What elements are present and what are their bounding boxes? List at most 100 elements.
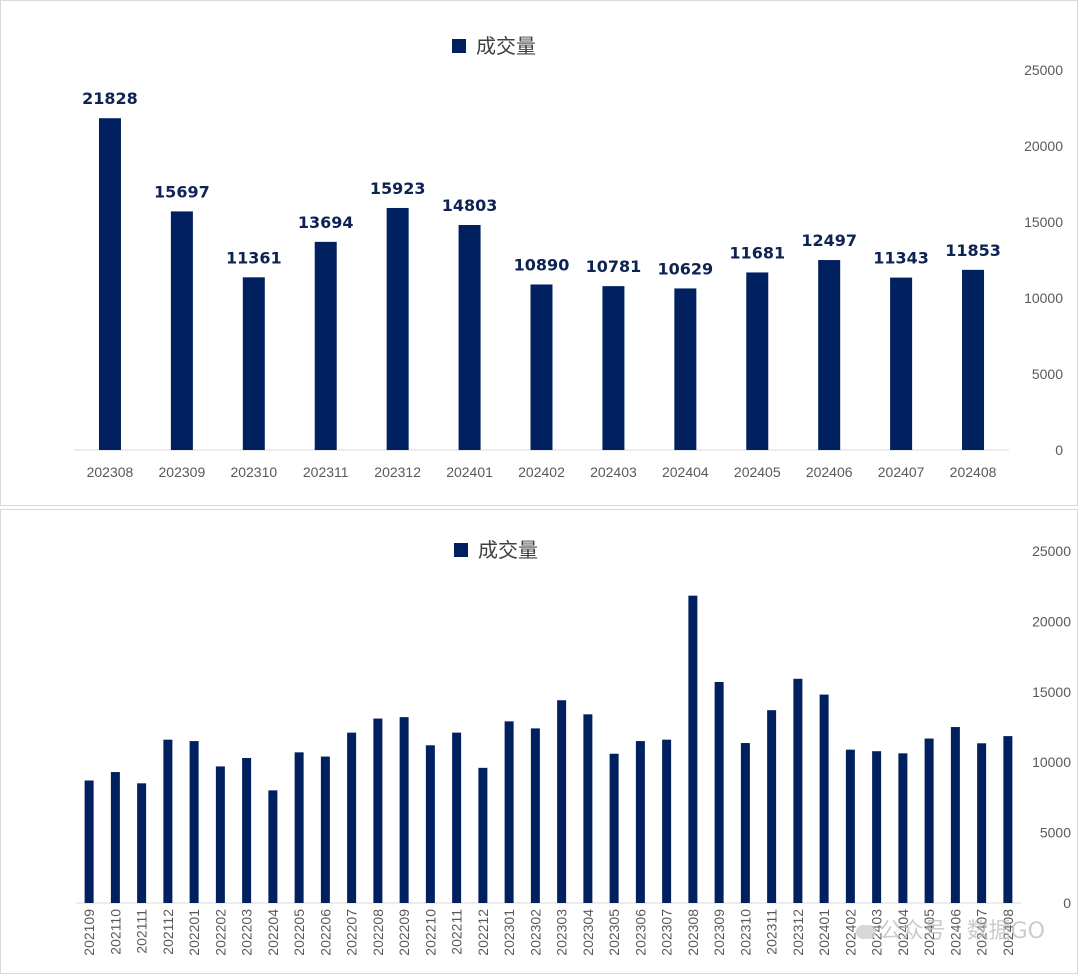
bar-202310 (740, 743, 750, 903)
x-tick-label: 202408 (1000, 909, 1016, 956)
bar-202406 (950, 727, 960, 903)
data-label-202401: 14803 (442, 196, 498, 215)
data-label-202308: 21828 (82, 89, 138, 108)
bar-202405 (924, 738, 934, 903)
legend-label: 成交量 (478, 538, 538, 562)
x-tick-label: 202406 (806, 464, 853, 480)
bar-202303 (557, 700, 567, 903)
data-label-202404: 10629 (658, 259, 714, 278)
data-label-202312: 15923 (370, 179, 426, 198)
y-tick-label: 20000 (1032, 613, 1071, 629)
bar-202402 (530, 284, 553, 450)
bar-202109 (84, 780, 94, 903)
bar-chart-recent: 成交量 25000 20000 15000 10000 5000 0 21828 202308 1… (74, 34, 1063, 480)
bar-202307 (662, 739, 672, 903)
x-tick-label: 202208 (370, 909, 386, 956)
bar-202308 (98, 118, 121, 450)
x-tick-label: 202201 (186, 909, 202, 956)
bar-202212 (478, 767, 488, 903)
x-tick-label: 202310 (230, 464, 277, 480)
y-tick-label: 0 (1063, 895, 1071, 911)
y-tick-label: 10000 (1032, 754, 1071, 770)
bar-202211 (452, 732, 462, 903)
bar-202111 (137, 783, 147, 903)
x-tick-label: 202301 (501, 909, 517, 956)
bar-202405 (746, 272, 769, 450)
bar-202404 (898, 753, 908, 903)
y-tick-label: 15000 (1032, 684, 1071, 700)
bar-202204 (268, 790, 278, 903)
x-tick-label: 202309 (711, 909, 727, 956)
x-tick-label: 202312 (374, 464, 421, 480)
legend-swatch (454, 543, 468, 557)
bar-202312 (793, 678, 803, 903)
y-tick-label: 20000 (1024, 138, 1063, 154)
x-tick-label: 202212 (475, 909, 491, 956)
x-tick-label: 202408 (950, 464, 997, 480)
x-tick-label: 202405 (734, 464, 781, 480)
chart-panel-history: 成交量 25000 20000 15000 10000 5000 0 202109 202110… (0, 509, 1078, 974)
bar-202406 (818, 260, 841, 450)
watermark-text: 公众号 · 数据GO (879, 919, 1045, 944)
x-tick-label: 202110 (107, 909, 123, 955)
bar-202312 (386, 207, 409, 450)
x-tick-label: 202310 (737, 909, 753, 956)
data-label-202403: 10781 (586, 257, 642, 276)
data-label-202402: 10890 (514, 255, 570, 274)
x-tick-label: 202311 (764, 909, 780, 955)
x-tick-label: 202402 (842, 909, 858, 956)
x-tick-label: 202311 (303, 464, 349, 480)
bar-202301 (504, 721, 514, 903)
x-tick-label: 202305 (606, 909, 622, 956)
data-label-202407: 11343 (873, 249, 929, 268)
x-tick-label: 202406 (947, 909, 963, 956)
bar-202304 (583, 714, 593, 903)
x-tick-label: 202402 (518, 464, 565, 480)
bar-202306 (635, 741, 645, 903)
x-tick-label: 202304 (580, 909, 596, 956)
x-tick-label: 202111 (134, 909, 150, 954)
bar-202408 (962, 269, 985, 450)
legend: 成交量 (454, 538, 538, 562)
x-tick-label: 202210 (422, 909, 438, 956)
x-tick-label: 202112 (160, 909, 176, 955)
bar-202305 (609, 753, 619, 903)
bar-202210 (425, 745, 435, 903)
bar-202401 (819, 694, 829, 903)
x-tick-label: 202401 (816, 909, 832, 956)
x-tick-label: 202401 (446, 464, 493, 480)
x-tick-label: 202308 (87, 464, 134, 480)
x-tick-label: 202204 (265, 909, 281, 956)
data-label-202406: 12497 (801, 231, 857, 250)
bar-202404 (674, 288, 697, 450)
x-tick-label: 202109 (81, 909, 97, 956)
x-tick-label: 202407 (974, 909, 990, 956)
bar-202201 (189, 741, 199, 903)
bar-202110 (110, 772, 120, 903)
x-tick-label: 202309 (159, 464, 206, 480)
data-label-202311: 13694 (298, 213, 354, 232)
bar-202206 (320, 756, 330, 903)
x-tick-label: 202403 (869, 909, 885, 956)
bar-202407 (890, 277, 913, 450)
y-tick-label: 5000 (1040, 825, 1071, 841)
data-label-202408: 11853 (945, 241, 1001, 260)
bar-202302 (530, 728, 540, 903)
x-tick-label: 202407 (878, 464, 925, 480)
bar-202207 (347, 732, 357, 903)
legend: 成交量 (452, 34, 536, 58)
x-tick-label: 202211 (449, 909, 465, 955)
x-tick-label: 202405 (921, 909, 937, 956)
data-label-202310: 11361 (226, 248, 282, 267)
legend-swatch (452, 39, 466, 53)
x-tick-label: 202209 (396, 909, 412, 956)
bar-202202 (215, 766, 225, 903)
bar-202209 (399, 717, 409, 903)
y-tick-label: 25000 (1024, 62, 1063, 78)
bar-202403 (872, 751, 882, 903)
bar-202311 (314, 241, 337, 450)
y-tick-label: 15000 (1024, 214, 1063, 230)
wechat-icon (855, 925, 876, 939)
x-tick-label: 202207 (344, 909, 360, 956)
bar-202310 (242, 277, 265, 450)
